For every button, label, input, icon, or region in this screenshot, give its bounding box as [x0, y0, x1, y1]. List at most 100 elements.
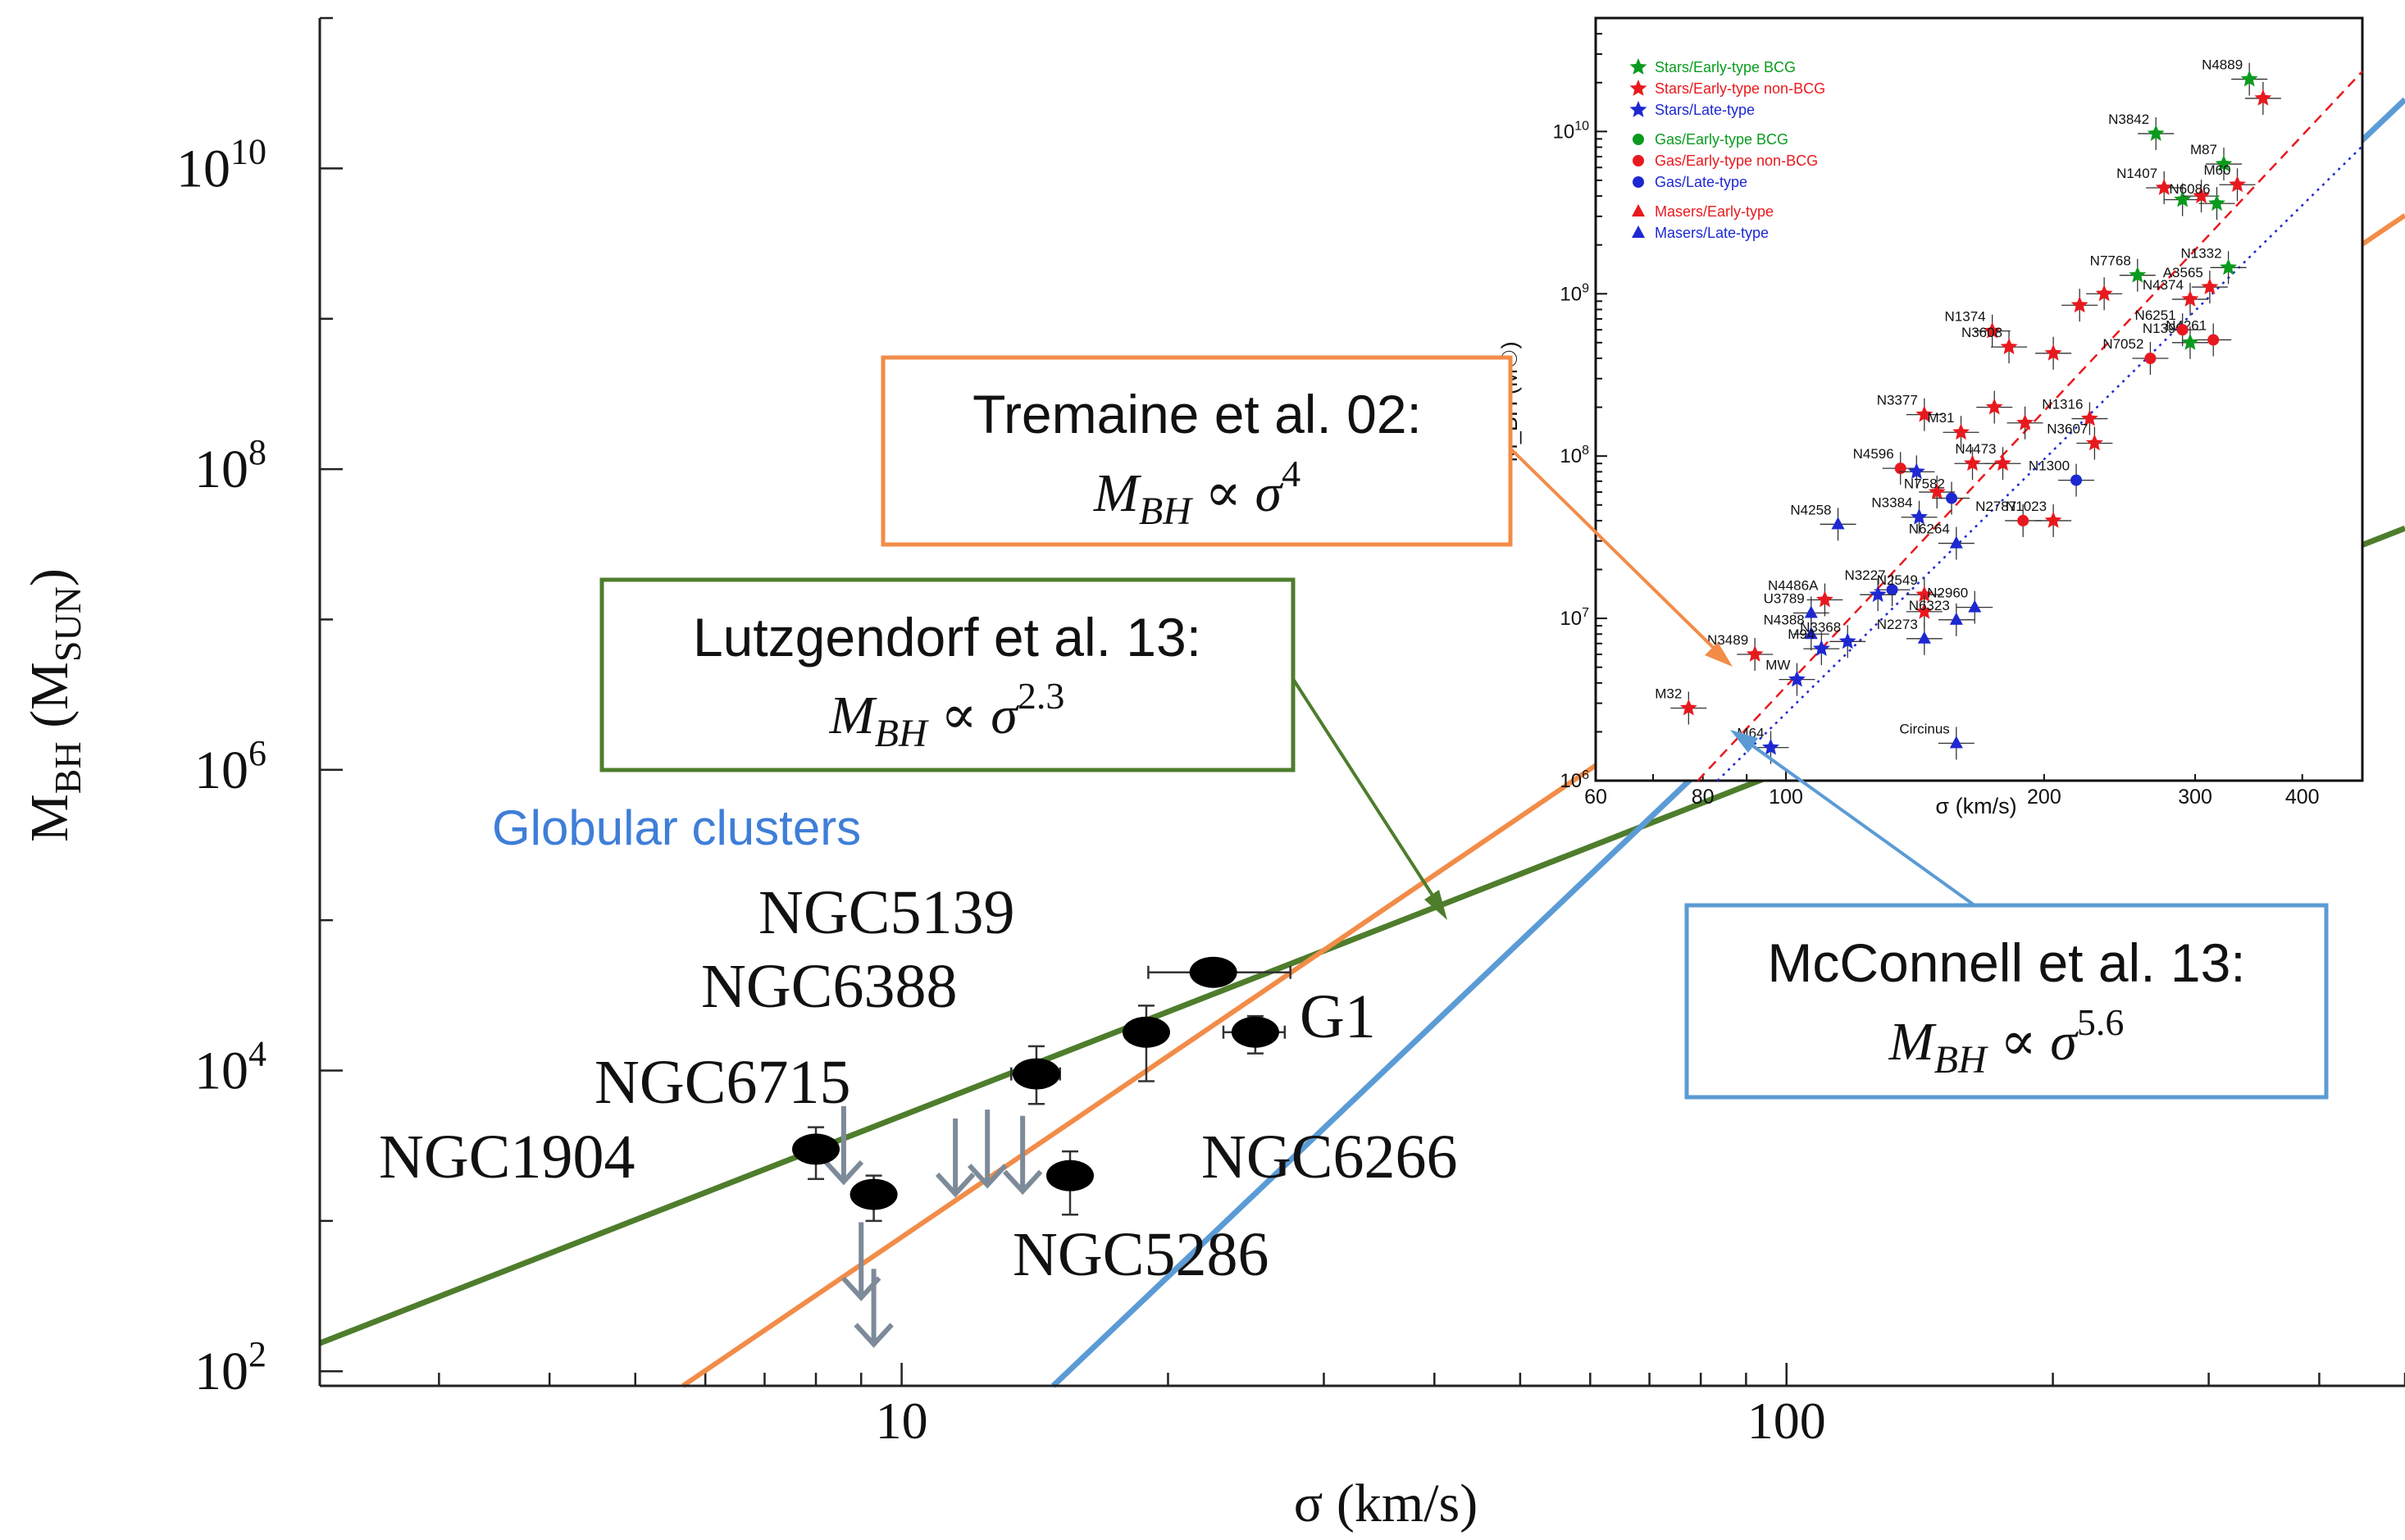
inset-point-label: N4374: [2143, 277, 2184, 293]
y-axis-label: MBH (MSUN): [20, 568, 89, 842]
tremaine-eq-var: M: [1093, 463, 1142, 523]
globular-cluster-points: [792, 956, 1291, 1223]
inset-fit-lines: [1697, 71, 2363, 781]
inset-point-label: N1300: [2029, 458, 2070, 474]
lutzgendorf-eq-var: M: [829, 686, 878, 745]
inset-legend-label: Gas/Late-type: [1655, 174, 1747, 190]
callout-lutzgendorf-arrow-head: [1424, 890, 1447, 920]
inset-point-n1332: [2220, 258, 2238, 276]
tick-label-base: 10: [194, 740, 248, 800]
inset-point-n4889: [2240, 70, 2258, 87]
inset-point-label: A3565: [2163, 265, 2203, 280]
inset-point-mw: [1788, 670, 1806, 687]
inset-point-n4258: [1831, 517, 1845, 530]
inset-point-label: N3227: [1844, 567, 1885, 583]
inset-point-n4261: [2207, 334, 2220, 346]
y-axis-label-sub1: BH: [47, 741, 89, 794]
callout-mcconnell-arrow-shaft: [1737, 734, 1976, 907]
callout-mcconnell-box: [1684, 903, 2329, 1100]
tick-label-exponent: 6: [1582, 768, 1589, 782]
inset-point-label: N3608: [1961, 325, 2002, 340]
inset-point-n3842: [2147, 125, 2165, 141]
inset-point-n3608: [2000, 338, 2018, 354]
inset-point-label: MW: [1765, 658, 1790, 673]
tremaine-eq-exp: 4: [1282, 453, 1300, 494]
gc-point-ngc6715: [1012, 1058, 1060, 1090]
inset-point-n7582: [1946, 492, 1958, 504]
inset-point-m31: [1952, 423, 1970, 440]
callout-tremaine-arrow-head: [1705, 642, 1733, 667]
inset-point-n3489: [1746, 645, 1764, 662]
inset-point-label: N3842: [2108, 112, 2149, 127]
label-ngc5139: NGC5139: [758, 878, 1014, 947]
callout-tremaine-title: Tremaine et al. 02:: [972, 384, 1422, 444]
inset-point-label: N2273: [1877, 617, 1918, 632]
gc-point-ngc5286: [849, 1178, 898, 1210]
inset-point-label: N6251: [2135, 308, 2176, 323]
lutzgendorf-eq-exp: 2.3: [1018, 675, 1065, 717]
inset-x-tick-label: 400: [2285, 786, 2320, 809]
inset-point-unlabeled: [1915, 602, 1934, 619]
inset-point-n1407: [2155, 179, 2173, 195]
inset-point-u3789: [1804, 605, 1818, 618]
inset-point-n1023: [2044, 511, 2062, 528]
inset-point-label: N6264: [1909, 522, 1950, 537]
inset-point-n2787: [2017, 514, 2029, 526]
tick-label-base: 10: [194, 1342, 248, 1401]
inset-point-unlabeled: [1907, 462, 1925, 480]
inset-point-n3227: [1886, 584, 1898, 596]
inset-point-unlabeled: [1869, 585, 1887, 603]
inset-point-m32: [1679, 699, 1697, 716]
main-minor-ticks: [320, 16, 2405, 1386]
callout-lutzgendorf: Lutzgendorf et al. 13: MBH ∝ σ2.3: [599, 577, 1447, 920]
inset-point-unlabeled: [2070, 296, 2088, 313]
callout-lutzgendorf-arrow-shaft: [1290, 675, 1445, 914]
callout-lutzgendorf-equation: MBH ∝ σ2.3: [829, 675, 1065, 755]
inset-point-label: N6323: [1909, 598, 1950, 613]
inset-point-label: N4388: [1764, 612, 1805, 627]
inset-point-label: N3368: [1800, 619, 1841, 635]
inset-legend-label: Stars/Early-type non-BCG: [1655, 80, 1825, 97]
tick-label-exponent: 4: [248, 1034, 266, 1074]
mcconnell-eq-prop: ∝ σ: [1987, 1012, 2079, 1072]
mcconnell-eq-exp: 5.6: [2077, 1001, 2125, 1043]
callout-tremaine-box: [881, 355, 1513, 547]
inset-point-n4596: [1894, 462, 1906, 475]
callout-tremaine: Tremaine et al. 02: MBH ∝ σ4: [881, 355, 1733, 667]
label-ngc6715: NGC6715: [594, 1048, 850, 1117]
callout-mcconnell-arrow-head: [1730, 730, 1758, 753]
inset-point-m64: [1762, 738, 1779, 755]
main-x-tick-label: 100: [1747, 1392, 1826, 1450]
y-axis-label-mid: (M: [20, 662, 80, 741]
inset-point-circinus: [1949, 736, 1963, 749]
inset-point-n6086: [2208, 194, 2225, 212]
inset-point-label: N7768: [2090, 253, 2131, 269]
label-ngc6388: NGC6388: [701, 952, 957, 1021]
inset-point-a3565: [2201, 278, 2219, 294]
inset-point-label: N7052: [2102, 336, 2143, 352]
inset-point-m87: [2215, 155, 2233, 171]
inset-point-label: N3377: [1877, 393, 1918, 408]
inset-y-tick-label: 108: [1560, 444, 1589, 467]
inset-legend-label: Gas/Early-type non-BCG: [1655, 153, 1818, 169]
callout-tremaine-arrow-shaft: [1505, 444, 1730, 664]
y-axis-label-end: ): [20, 568, 80, 586]
inset-x-tick-label: 200: [2027, 786, 2061, 809]
inset-point-unlabeled: [2174, 190, 2192, 207]
inset-legend-marker: [1629, 58, 1647, 75]
inset-point-n2273: [1917, 631, 1931, 644]
inset-point-n1399: [2181, 333, 2199, 350]
inset-point-label: N3607: [2047, 421, 2088, 436]
inset-point-unlabeled: [2016, 413, 2034, 431]
inset-point-unlabeled: [2193, 187, 2210, 203]
gc-point-ngc6388: [1122, 1016, 1170, 1048]
inset-fit-line-dotted: [1716, 145, 2363, 781]
inset-point-label: N1316: [2042, 397, 2083, 412]
inset-x-tick-label: 100: [1769, 786, 1803, 809]
tick-label-base: 10: [194, 440, 248, 499]
inset-point-n3384: [1911, 508, 1928, 525]
tick-label-base: 10: [1560, 770, 1582, 792]
inset-legend-marker: [1632, 204, 1645, 216]
